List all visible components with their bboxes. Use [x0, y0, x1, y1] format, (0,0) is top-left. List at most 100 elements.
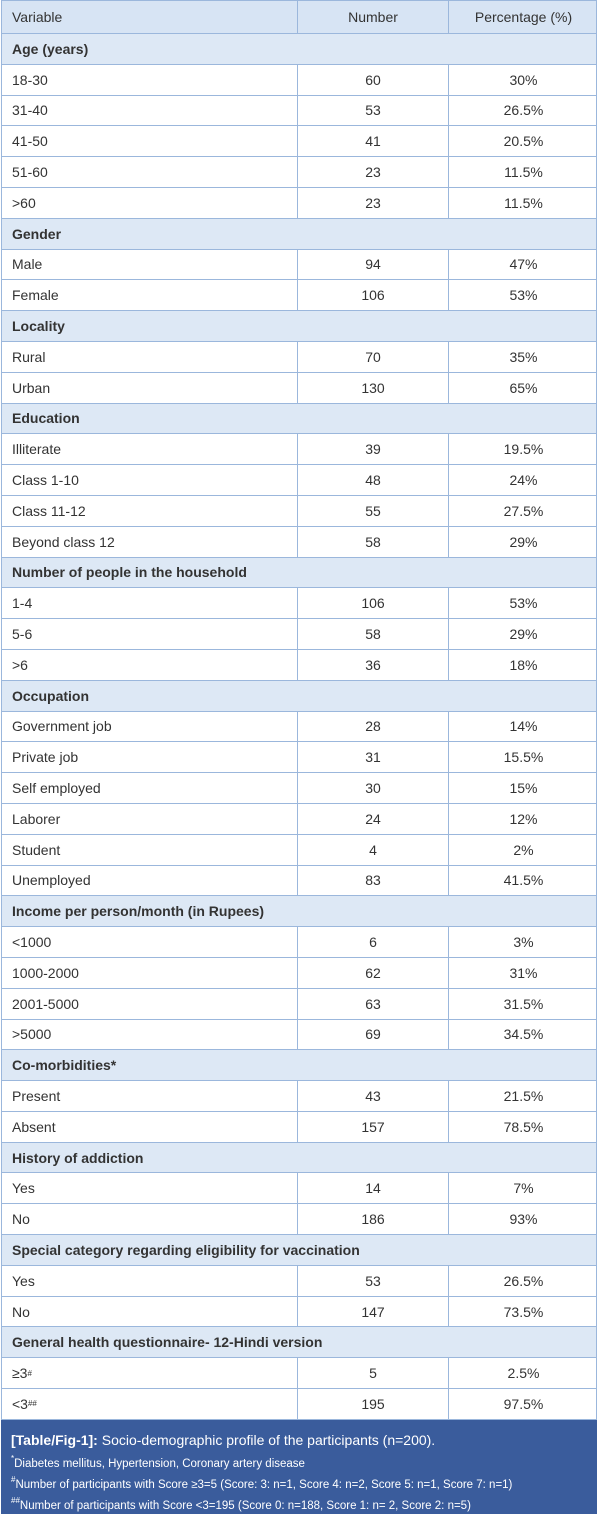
- data-row: 2001-5000 63 31.5%: [1, 988, 597, 1020]
- label: <3: [12, 1395, 28, 1412]
- section-row: General health questionnaire- 12-Hindi v…: [1, 1327, 597, 1359]
- section-title: Occupation: [12, 687, 90, 704]
- label-cell: Yes: [2, 1173, 298, 1204]
- section-row: Special category regarding eligibility f…: [1, 1235, 597, 1266]
- label: Government job: [12, 718, 112, 735]
- data-row: <3 ## 195 97.5%: [1, 1389, 597, 1420]
- number-cell: 195: [298, 1389, 449, 1419]
- number-cell: 70: [298, 341, 449, 372]
- label: Absent: [12, 1118, 56, 1135]
- label: Illiterate: [12, 441, 62, 458]
- label-cell: <3 ##: [2, 1389, 298, 1419]
- label: 1-4: [12, 595, 33, 612]
- label-cell: >5000: [2, 1019, 298, 1050]
- label: 1000-2000: [12, 964, 79, 981]
- percentage-cell: 93%: [509, 1211, 538, 1228]
- label-cell: 18-30: [2, 64, 298, 95]
- data-row: 1-4 106 53%: [1, 588, 597, 620]
- label: 51-60: [12, 164, 48, 181]
- label: >5000: [12, 1026, 52, 1043]
- label: Self employed: [12, 780, 101, 797]
- percentage-cell: 14%: [509, 718, 538, 735]
- label: 41-50: [12, 133, 48, 150]
- label-cell: >6: [2, 649, 298, 680]
- data-row: Absent 157 78.5%: [1, 1111, 597, 1143]
- footnote: *Diabetes mellitus, Hypertension, Corona…: [11, 1451, 587, 1472]
- label: 18-30: [12, 71, 48, 88]
- percentage-cell: 19.5%: [503, 441, 544, 458]
- label-cell: ≥3 #: [2, 1358, 298, 1389]
- percentage-cell: 31.5%: [503, 995, 544, 1012]
- data-row: >6 36 18%: [1, 649, 597, 681]
- label-cell: 1000-2000: [2, 957, 298, 988]
- data-row: 41-50 41 20.5%: [1, 126, 597, 158]
- label: 31-40: [12, 102, 48, 119]
- label: Present: [12, 1087, 61, 1104]
- data-row: Present 43 21.5%: [1, 1081, 597, 1112]
- footnote: #Number of participants with Score ≥3=5 …: [11, 1472, 587, 1493]
- percentage-cell: 15%: [509, 780, 538, 797]
- data-row: No 186 93%: [1, 1204, 597, 1236]
- section-row: Co-morbidities*: [1, 1050, 597, 1082]
- label: Unemployed: [12, 872, 91, 889]
- data-row: Rural 70 35%: [1, 341, 597, 373]
- data-row: 5-6 58 29%: [1, 619, 597, 650]
- number-cell: 60: [298, 64, 449, 95]
- data-row: No 147 73.5%: [1, 1296, 597, 1328]
- data-row: >5000 69 34.5%: [1, 1019, 597, 1051]
- section-row: Occupation: [1, 680, 597, 712]
- data-row: 51-60 23 11.5%: [1, 157, 597, 188]
- number-cell: 6: [298, 927, 449, 957]
- caption-title: [Table/Fig-1]: Socio-demographic profile…: [11, 1432, 587, 1448]
- label: Class 1-10: [12, 472, 79, 489]
- caption: [Table/Fig-1]: Socio-demographic profile…: [1, 1420, 597, 1514]
- number-cell: 53: [298, 1265, 449, 1296]
- section-title: Special category regarding eligibility f…: [12, 1241, 360, 1258]
- label-cell: Rural: [2, 341, 298, 372]
- data-row: Illiterate 39 19.5%: [1, 434, 597, 466]
- data-row: 18-30 60 30%: [1, 64, 597, 96]
- label: Yes: [12, 1272, 35, 1289]
- number-cell: 53: [298, 95, 449, 126]
- label-cell: 5-6: [2, 619, 298, 649]
- number-cell: 130: [298, 372, 449, 403]
- number-cell: 41: [298, 126, 449, 157]
- caption-text: Socio-demographic profile of the partici…: [101, 1432, 436, 1448]
- label-cell: Private job: [2, 742, 298, 773]
- label-cell: Laborer: [2, 803, 298, 834]
- number-cell: 36: [298, 649, 449, 680]
- number-cell: 28: [298, 711, 449, 742]
- header-cell: Number: [298, 1, 449, 33]
- label-cell: Beyond class 12: [2, 526, 298, 557]
- percentage-cell: 35%: [509, 348, 538, 365]
- number-cell: 83: [298, 865, 449, 896]
- number-cell: 23: [298, 157, 449, 187]
- label: Yes: [12, 1180, 35, 1197]
- data-row: Student 4 2%: [1, 834, 597, 866]
- section-title: Age (years): [12, 40, 89, 57]
- label: ≥3: [12, 1365, 28, 1382]
- label: Private job: [12, 749, 79, 766]
- header-cell: Percentage (%): [474, 9, 573, 25]
- percentage-cell: 11.5%: [504, 164, 543, 181]
- section-title: History of addiction: [12, 1149, 144, 1166]
- label-cell: >60: [2, 187, 298, 218]
- number-cell: 58: [298, 619, 449, 649]
- footnote-text: Diabetes mellitus, Hypertension, Coronar…: [14, 1458, 305, 1470]
- percentage-cell: 26.5%: [503, 1272, 544, 1289]
- table: Variable Number Percentage (%) Age (year…: [1, 0, 597, 1420]
- label: Male: [12, 256, 43, 273]
- number-cell: 62: [298, 957, 449, 988]
- number-cell: 23: [298, 187, 449, 218]
- label-cell: 31-40: [2, 95, 298, 126]
- data-row: 31-40 53 26.5%: [1, 95, 597, 127]
- label: No: [12, 1211, 30, 1228]
- label: No: [12, 1303, 30, 1320]
- label-cell: Absent: [2, 1111, 298, 1142]
- footnote: ##Number of participants with Score <3=1…: [11, 1493, 587, 1514]
- data-row: 1000-2000 62 31%: [1, 957, 597, 989]
- number-cell: 69: [298, 1019, 449, 1050]
- percentage-cell: 18%: [509, 656, 538, 673]
- number-cell: 48: [298, 465, 449, 495]
- header-cell: Variable: [2, 1, 298, 33]
